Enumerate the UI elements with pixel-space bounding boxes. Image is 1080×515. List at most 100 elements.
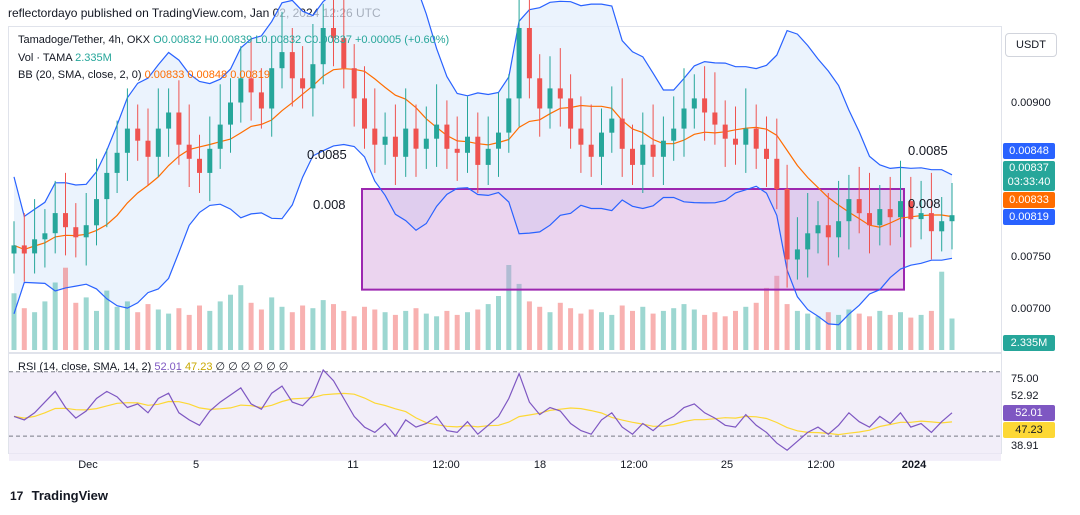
volume-bar [918,314,924,350]
volume-bar [568,308,574,350]
last-price-value: 0.00837 [1009,162,1049,174]
candle-body [413,128,419,149]
symbol-legend[interactable]: Tamadoge/Tether, 4h, OKX O0.00832 H0.008… [18,34,449,46]
volume-bar [83,297,89,350]
candle-body [877,209,883,226]
volume-bar [382,312,388,350]
volume-bar [331,304,336,350]
volume-bar [104,290,110,350]
candle-body [145,140,151,157]
volume-bar [557,302,563,350]
rsi-sma-price-label: 47.23 [1003,422,1055,438]
candle-body [289,52,295,79]
rsi-legend[interactable]: RSI (14, close, SMA, 14, 2) 52.01 47.23 … [18,360,288,373]
symbol-title: Tamadoge/Tether, 4h, OKX [18,34,151,46]
volume-bar [197,305,202,350]
candle-body [918,213,924,220]
volume-bar [413,308,419,350]
candle-body [867,213,872,226]
rsi-title: RSI (14, close, SMA, 14, 2) [18,361,152,373]
price-tick: 0.00700 [1011,303,1051,315]
candle-body [83,225,89,238]
price-pane[interactable] [8,26,1002,354]
candle-body [331,28,336,39]
candle-body [166,112,172,129]
volume-bar [11,293,17,350]
volume-bar [392,314,398,350]
rsi-legend-value: 52.01 [154,361,182,373]
ohlc-values: O0.00832 H0.00839 L0.00832 C0.00837 +0.0… [153,34,450,46]
volume-bar [877,310,883,350]
volume-bar [228,294,233,350]
candle-body [362,98,367,129]
candle-body [52,213,58,234]
candle-body [310,64,316,89]
candle-body [578,128,584,145]
candle-body [434,124,440,139]
candle-body [619,118,625,149]
candle-body [671,128,677,141]
bb-basis-line [13,68,953,251]
candle-body [124,128,130,153]
bb-legend[interactable]: BB (20, SMA, close, 2, 0) 0.00833 0.0084… [18,69,270,81]
candle-body [650,144,656,157]
bb-basis-price-label: 0.00833 [1003,192,1055,208]
volume-bar [21,308,27,350]
volume-bar [887,314,893,350]
candle-body [547,88,553,109]
candle-body [186,144,192,159]
volume-bar [939,271,945,350]
last-price-label: 0.00837 03:33:40 [1003,161,1055,191]
candle-body [856,199,862,214]
rsi-tick: 75.00 [1011,373,1039,385]
volume-bar [753,302,759,350]
candle-body [691,98,697,109]
volume-bar [289,312,295,350]
candle-body [949,215,955,222]
volume-bar [537,306,543,350]
zone-top-label-left: 0.0085 [307,147,347,162]
rsi-line [13,368,953,451]
volume-bar [155,309,161,350]
tradingview-logo[interactable]: 17 TradingView [10,488,108,503]
volume-title: Vol · TAMA [18,52,73,64]
price-tick: 0.00750 [1011,251,1051,263]
candle-body [392,136,398,157]
volume-bar [454,314,460,350]
volume-bar [73,302,79,350]
rsi-price-label: 52.01 [1003,405,1055,421]
volume-bar [258,309,264,350]
volume-bar [310,308,316,350]
bar-countdown: 03:33:40 [1007,176,1051,188]
candle-body [320,28,326,65]
candle-body [279,52,285,69]
time-tick: Dec [78,459,98,471]
candle-body [63,213,68,228]
volume-bar [279,306,285,350]
candle-body [465,136,470,153]
volume-bar [475,309,481,350]
volume-bar [743,306,749,350]
bb-lower-line [13,143,953,326]
candle-body [815,225,821,234]
rsi-extra-values: ∅ ∅ ∅ ∅ ∅ ∅ [215,361,289,373]
candle-body [21,245,27,254]
volume-bar [372,309,378,350]
time-tick: 11 [347,459,359,471]
candle-body [681,108,687,129]
time-tick: 12:00 [432,459,460,471]
volume-bar [42,301,48,350]
time-tick: 2024 [901,459,927,471]
bb-values: 0.00833 0.00848 0.00819 [144,69,270,81]
currency-button[interactable]: USDT [1005,33,1057,57]
time-tick: 18 [533,459,547,471]
rsi-sma-line [13,392,953,436]
volume-bar [94,310,99,350]
volume-bar [733,310,738,350]
candle-body [94,199,99,226]
candle-body [733,138,738,145]
volume-bar [908,317,914,350]
volume-legend[interactable]: Vol · TAMA 2.335M [18,52,112,64]
candle-body [660,140,666,157]
